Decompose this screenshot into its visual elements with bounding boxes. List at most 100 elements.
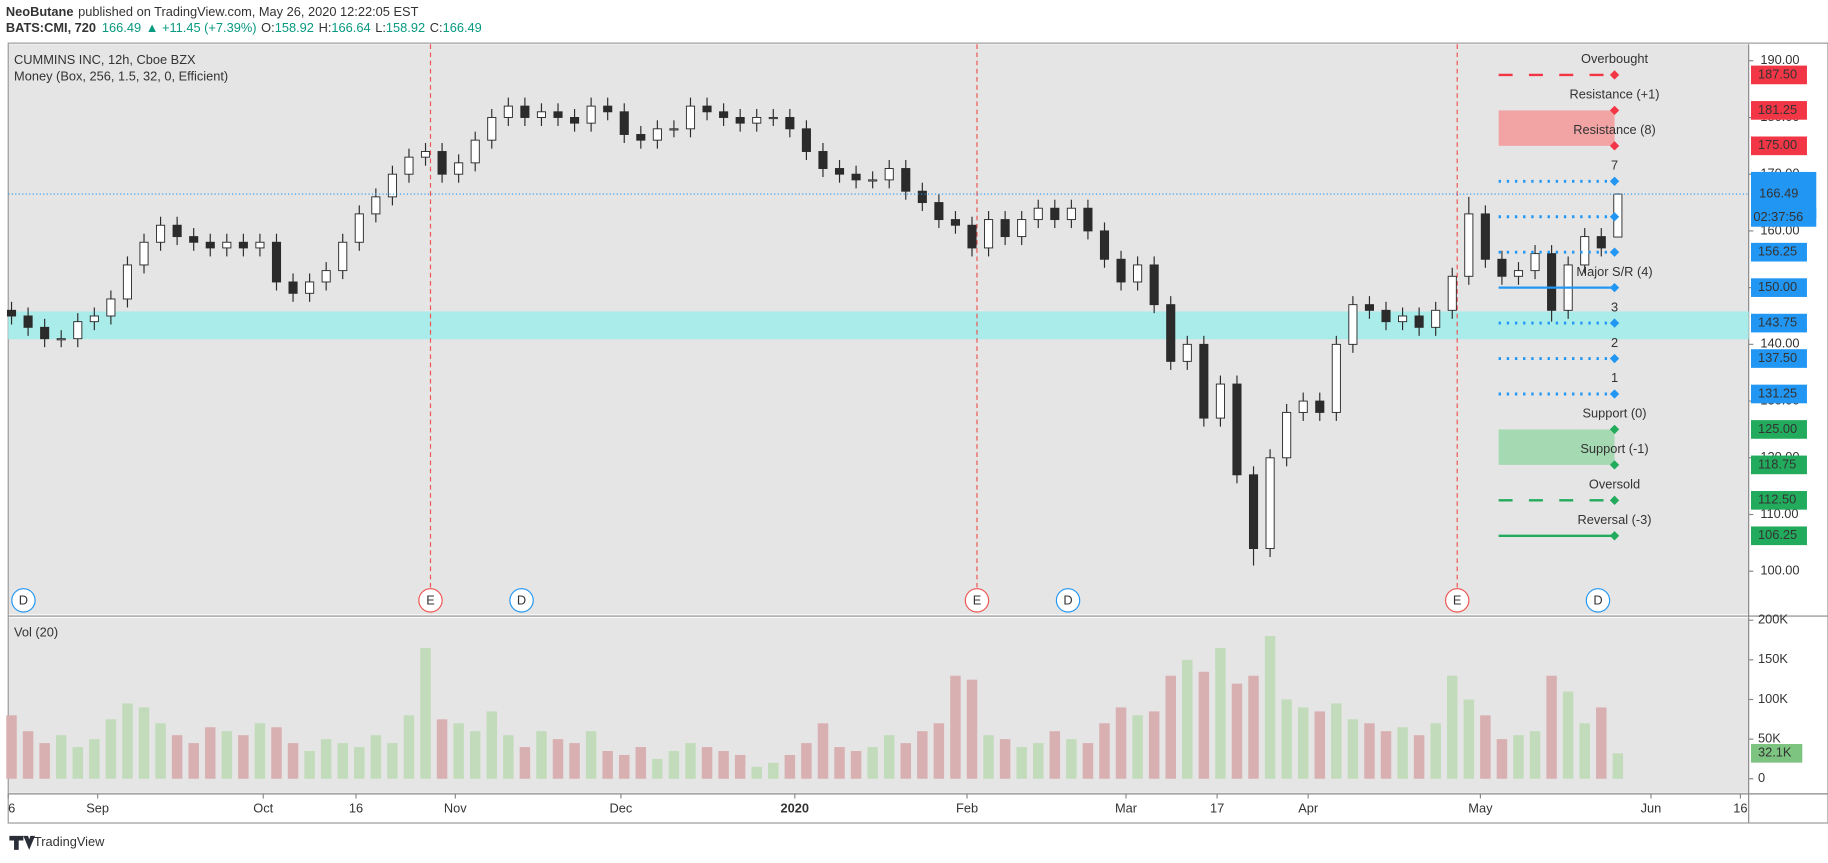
level-marker <box>1609 389 1620 399</box>
candle-body <box>801 128 811 152</box>
candle-body <box>1398 315 1408 323</box>
y-tick-label: 100K <box>1758 691 1788 706</box>
x-tick-label: Oct <box>253 800 273 815</box>
candle-body <box>1381 309 1391 323</box>
volume-bar <box>519 747 531 779</box>
candle-body <box>570 117 580 124</box>
level-name: Overbought <box>1581 51 1648 66</box>
volume-bar <box>536 731 547 779</box>
logo <box>9 835 36 850</box>
indicator-name: Money (Box, 256, 1.5, 32, 0, Efficient) <box>14 68 228 83</box>
volume-bar <box>205 727 216 779</box>
candle-body <box>1133 264 1143 283</box>
volume-bar <box>1612 753 1624 779</box>
candle-body <box>1414 315 1424 328</box>
candle-body <box>1000 219 1010 238</box>
level-name: 3 <box>1611 299 1618 314</box>
volume-bar <box>354 747 365 779</box>
volume-bar <box>436 719 448 779</box>
candle-body <box>122 264 132 300</box>
candle-body <box>1464 213 1474 277</box>
level-tag <box>1751 242 1807 262</box>
candle-body <box>1480 213 1490 260</box>
volume-bar <box>1380 731 1392 779</box>
level-tag <box>1751 101 1807 120</box>
candle-body <box>387 173 397 198</box>
volume-bar <box>701 747 713 779</box>
candle-body <box>1513 270 1524 277</box>
candle-body <box>1166 304 1176 362</box>
y-tick-label: 200K <box>1758 612 1788 627</box>
y-tick-label: 50K <box>1758 731 1781 746</box>
level-name: Reversal (-3) <box>1578 512 1652 527</box>
candle-body <box>156 224 166 243</box>
candle-body <box>454 162 464 175</box>
candle-body <box>1282 411 1292 459</box>
brand: TradingView <box>34 834 105 849</box>
level-tag-label: 181.25 <box>1758 102 1797 117</box>
volume-bar <box>1182 659 1193 779</box>
candle-body <box>470 139 480 164</box>
level-tag <box>1751 526 1807 546</box>
x-tick-label: Feb <box>956 800 978 815</box>
candle-body <box>719 111 729 118</box>
volume-bar <box>602 751 613 779</box>
volume-bar <box>469 731 481 779</box>
volume-bar <box>585 731 597 779</box>
volume-bar <box>155 723 166 779</box>
level-tag <box>1751 384 1807 404</box>
volume-bar <box>122 703 133 779</box>
level-tag-label: 106.25 <box>1758 527 1797 542</box>
volume-bar <box>1413 735 1425 779</box>
candle-body <box>1265 457 1275 550</box>
candle-body <box>984 219 994 249</box>
candle-body <box>1364 304 1374 311</box>
zone <box>1498 429 1615 465</box>
volume-bar <box>768 762 779 779</box>
level-tag <box>1751 65 1807 85</box>
level-tag-label: 156.25 <box>1758 244 1797 259</box>
level-tag-label: 143.75 <box>1758 314 1797 329</box>
candle-body <box>586 105 596 124</box>
volume-tag <box>1751 743 1803 763</box>
volume-bar <box>1033 743 1044 779</box>
volume-bar <box>1115 707 1127 779</box>
candle-body <box>420 151 431 158</box>
volume-bar <box>1165 675 1176 779</box>
volume-bar <box>271 727 282 779</box>
level-marker <box>1609 424 1620 435</box>
candle-body <box>785 117 795 130</box>
candle-body <box>1431 309 1441 328</box>
ohlc-key: O: <box>261 21 275 36</box>
level-name: Resistance (8) <box>1573 122 1656 137</box>
level-tag <box>1751 136 1807 156</box>
candle-body <box>1248 474 1259 550</box>
volume-bar <box>1049 731 1061 779</box>
x-tick-label: May <box>1468 800 1493 815</box>
last-price-label: 166.49 <box>1759 185 1798 200</box>
volume-bar <box>1231 683 1243 779</box>
zone <box>1498 110 1615 146</box>
candle-body <box>1116 258 1126 283</box>
candle-body <box>619 111 629 135</box>
candle-body <box>1298 400 1308 413</box>
candle-body <box>1099 230 1110 260</box>
candle-body <box>934 202 944 221</box>
volume-bar <box>403 715 415 779</box>
level-marker <box>1609 176 1620 186</box>
change: ▲ +11.45 (+7.39%) <box>146 21 257 36</box>
volume-bar <box>188 743 199 779</box>
x-tick-label: 6 <box>8 800 15 815</box>
volume-bar <box>486 711 498 779</box>
level-name: 7 <box>1611 158 1618 173</box>
volume-bar <box>1397 727 1408 779</box>
candle-body <box>1017 219 1027 238</box>
ohlc-value: 158.92 <box>275 21 314 36</box>
candle-body <box>40 326 50 340</box>
level-marker <box>1609 212 1620 222</box>
x-tick-label: Apr <box>1298 800 1319 815</box>
volume-bar <box>635 747 647 779</box>
volume-bar <box>1297 707 1309 779</box>
volume-bar <box>933 723 945 779</box>
candle-body <box>685 105 696 130</box>
